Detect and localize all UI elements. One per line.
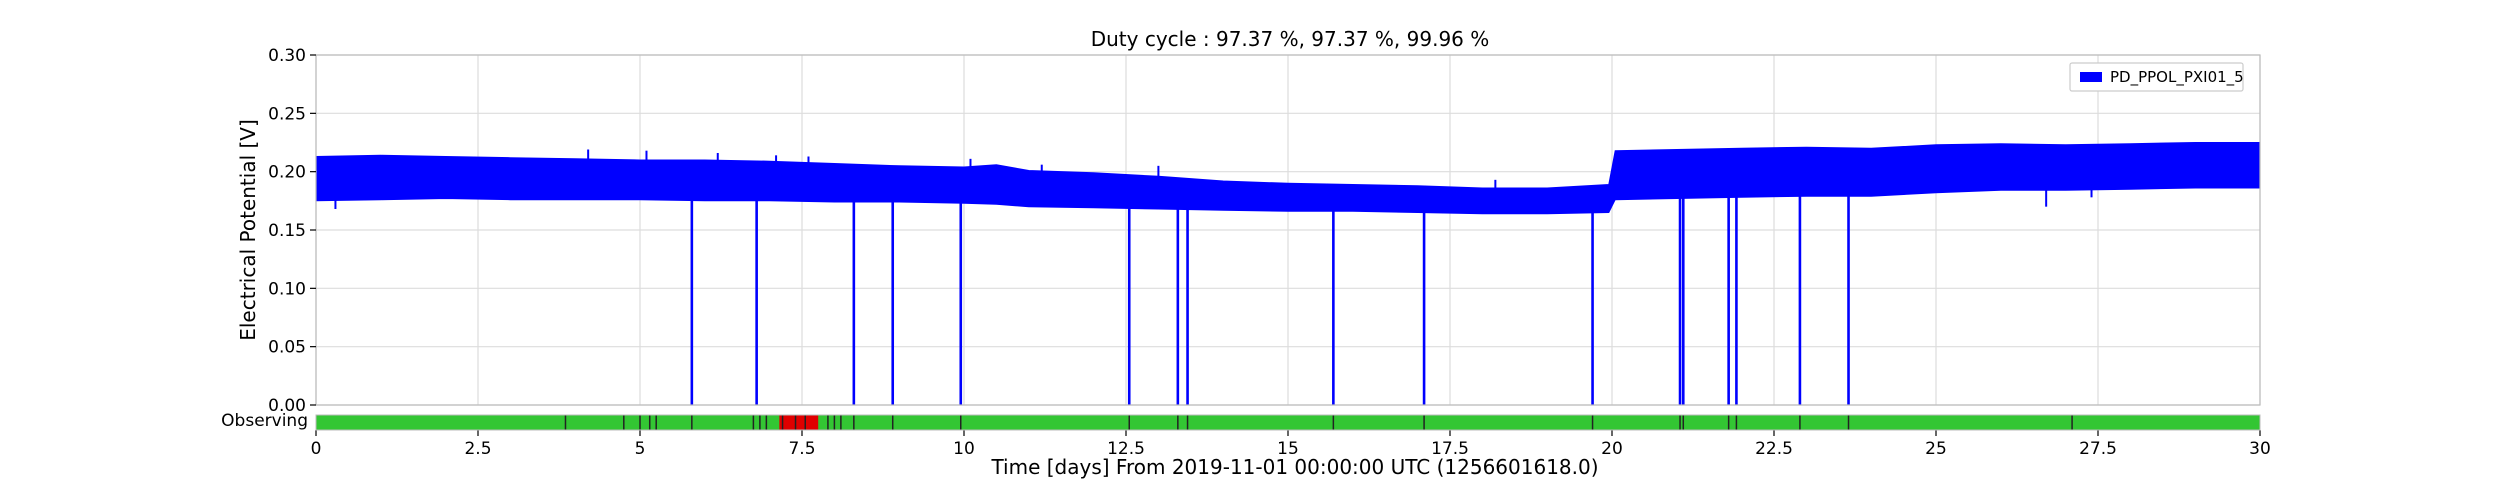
legend-box — [2069, 62, 2244, 92]
y-tick-label: 0.20 — [268, 163, 306, 183]
y-axis-label: Electrical Potential [V] — [236, 119, 260, 341]
state-bar-frame — [315, 414, 2261, 431]
state-bar-off — [779, 415, 819, 430]
x-tick-label: 30 — [2249, 439, 2271, 459]
state-bar-layer — [315, 414, 2261, 431]
grid-layer — [315, 54, 2261, 406]
y-tick-label: 0.05 — [268, 338, 306, 358]
state-bar-on — [316, 415, 2260, 430]
x-tick-label: 15 — [1277, 439, 1299, 459]
series-layer — [315, 142, 2261, 405]
chart-title: Duty cycle : 97.37 %, 97.37 %, 99.96 % — [1091, 27, 1490, 51]
state-bar-label: Observing — [221, 411, 308, 431]
x-axis-label: Time [days] From 2019-11-01 00:00:00 UTC… — [990, 455, 1598, 479]
axes-layer: 0.00 0.05 0.10 0.15 0.20 0.25 0.30 0 2.5 5 7.5 10 12… — [268, 46, 2271, 459]
x-tick-label: 25 — [1925, 439, 1947, 459]
x-tick-label: 10 — [953, 439, 975, 459]
x-tick-label: 5 — [635, 439, 646, 459]
x-tick-label: 7.5 — [788, 439, 815, 459]
x-tick-label: 0 — [311, 439, 322, 459]
y-tick-label: 0.15 — [268, 221, 306, 241]
legend-swatch — [2080, 72, 2102, 82]
y-tick-label: 0.00 — [268, 396, 306, 416]
x-tick-label: 17.5 — [1431, 439, 1469, 459]
y-tick-label: 0.10 — [268, 279, 306, 299]
x-tick-label: 22.5 — [1755, 439, 1793, 459]
legend-label: PD_PPOL_PXI01_5 — [2110, 68, 2244, 87]
x-tick-label: 2.5 — [464, 439, 491, 459]
x-tick-label: 27.5 — [2079, 439, 2117, 459]
x-tick-label: 20 — [1601, 439, 1623, 459]
legend: PD_PPOL_PXI01_5 — [2069, 62, 2244, 92]
x-tick-label: 12.5 — [1107, 439, 1145, 459]
y-tick-label: 0.30 — [268, 46, 306, 66]
y-tick-label: 0.25 — [268, 104, 306, 124]
